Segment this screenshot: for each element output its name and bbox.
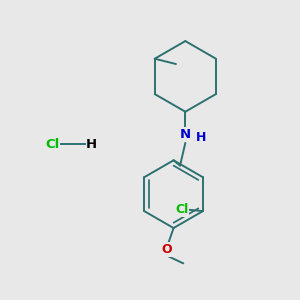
Text: Cl: Cl	[46, 138, 60, 151]
Text: H: H	[196, 130, 206, 143]
Text: N: N	[180, 128, 191, 141]
Text: H: H	[85, 138, 97, 151]
Text: O: O	[162, 243, 172, 256]
Text: Cl: Cl	[175, 203, 188, 216]
